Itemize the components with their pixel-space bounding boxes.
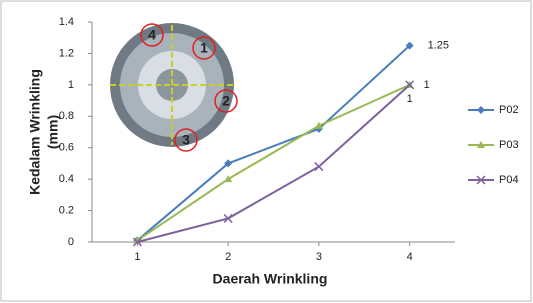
- x-tick-label: 1: [134, 251, 140, 263]
- x-tick-label: 4: [407, 251, 413, 263]
- legend-label: P02: [499, 104, 519, 116]
- x-axis-label: Daerah Wrinkling: [213, 271, 328, 287]
- y-tick-label: 0.2: [59, 204, 74, 216]
- y-tick-label: 0.4: [59, 173, 74, 185]
- y-tick-label: 1.2: [59, 47, 74, 59]
- legend-label: P03: [499, 139, 519, 151]
- y-tick-label: 0.6: [59, 142, 74, 154]
- y-tick-label: 1: [68, 79, 74, 91]
- x-tick-label: 3: [316, 251, 322, 263]
- y-tick-label: 0: [68, 236, 74, 248]
- chart: Daerah Wrinkling Kedalam Wrinkling (mm) …: [0, 0, 533, 303]
- annotation: 3: [182, 132, 190, 148]
- data-label: 1.25: [428, 39, 449, 51]
- y-tick-label: 1.4: [59, 16, 74, 28]
- y-axis-label: Kedalam Wrinkling: [27, 69, 43, 195]
- annotation: 2: [222, 93, 230, 109]
- annotation: 4: [148, 27, 156, 43]
- legend-label: P04: [499, 174, 519, 186]
- chart-border: [1, 1, 531, 301]
- annotation: 1: [200, 40, 208, 56]
- x-tick-label: 2: [225, 251, 231, 263]
- data-label: 1: [407, 93, 413, 105]
- y-tick-label: 0.8: [59, 110, 74, 122]
- data-label: 1: [424, 79, 430, 91]
